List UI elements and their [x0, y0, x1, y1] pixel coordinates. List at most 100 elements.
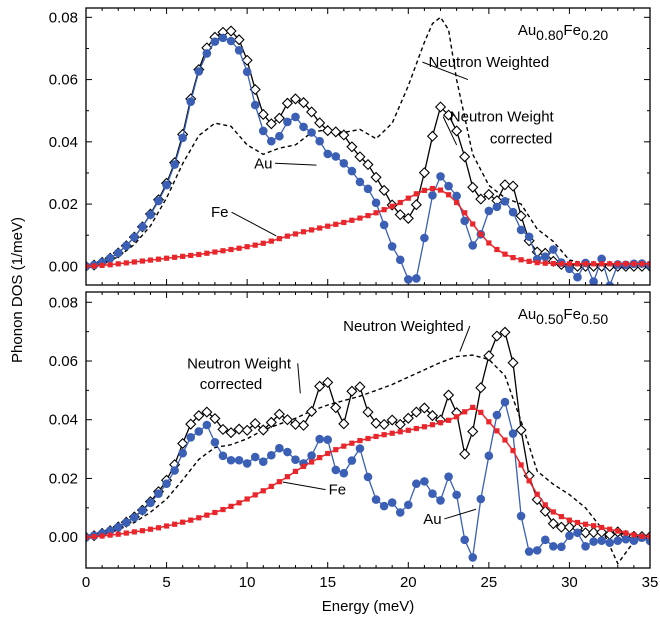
au-partial-point	[331, 465, 341, 475]
fe-partial-point	[397, 199, 403, 206]
fe-partial-point	[180, 253, 186, 259]
fe-partial-point	[429, 185, 436, 192]
au-partial-point	[428, 489, 437, 499]
au-partial-point	[371, 198, 381, 208]
neutron-weight-corrected-point	[217, 423, 229, 435]
au-partial-point	[452, 191, 461, 201]
au-partial-point	[420, 233, 429, 243]
neutron-weighted-line	[86, 16, 650, 267]
y-tick-label: 0.00	[49, 529, 78, 546]
x-tick-label: 5	[162, 574, 170, 591]
au-partial-point	[105, 253, 115, 263]
neutron-weight-corrected-point	[241, 54, 253, 66]
fe-partial-point	[333, 447, 339, 453]
au-partial-point	[162, 180, 171, 190]
fe-partial-point	[518, 462, 524, 468]
au-partial-point	[540, 252, 550, 261]
fe-partial-point	[373, 210, 379, 216]
annotation-label: Neutron Weighted	[343, 318, 464, 335]
au-partial-point	[492, 410, 502, 420]
neutron-weight-corrected-point	[193, 410, 205, 422]
annotation-label: corrected	[200, 376, 263, 393]
neutron-weight-corrected-point	[402, 412, 414, 424]
fe-partial-point	[429, 422, 436, 428]
neutron-weight-corrected-point	[515, 424, 527, 436]
au-partial-point	[291, 455, 300, 464]
au-partial-point	[460, 535, 469, 545]
fe-partial-point	[268, 483, 274, 489]
fe-partial-point	[566, 261, 573, 267]
fe-partial-point	[607, 261, 613, 267]
au-partial-point	[508, 207, 518, 217]
fe-partial-point	[502, 437, 508, 443]
neutron-weight-corrected-point	[225, 25, 237, 37]
fe-partial-point	[542, 502, 548, 508]
fe-partial-point	[542, 260, 548, 266]
fe-partial-point	[115, 261, 121, 267]
neutron-weight-corrected-point	[289, 93, 302, 105]
fe-partial-point	[204, 250, 210, 256]
au-partial-point	[597, 536, 606, 545]
au-partial-point	[275, 131, 284, 141]
fe-partial-point	[615, 528, 621, 534]
au-partial-point	[557, 542, 566, 552]
neutron-weight-corrected-point	[507, 357, 519, 369]
fe-partial-point	[550, 509, 556, 515]
au-partial-point	[436, 496, 445, 505]
fe-partial-point	[309, 459, 315, 465]
neutron-weight-corrected-point	[394, 209, 406, 221]
au-partial-point	[210, 37, 220, 46]
neutron-weight-corrected-point	[459, 151, 471, 163]
neutron-weight-corrected-point	[265, 416, 277, 428]
panel-top-au80fe20: 0.00 0.02 0.04 0.06 0.08 Neutron Weighted Neut…	[49, 7, 651, 286]
neutron-weight-corrected-point	[370, 417, 382, 429]
neutron-weight-corrected-point	[442, 109, 455, 121]
fe-partial-point	[574, 519, 581, 526]
fe-partial-point	[244, 496, 250, 502]
au-partial-point	[283, 447, 292, 457]
neutron-weight-corrected-point	[402, 212, 414, 224]
fe-partial-point	[325, 450, 331, 457]
neutron-weight-corrected-point	[426, 130, 439, 142]
au-partial-point	[516, 225, 526, 235]
au-partial-point	[146, 210, 155, 219]
neutron-weight-corrected-point	[547, 518, 559, 530]
au-partial-point	[307, 128, 316, 137]
fe-partial-point	[163, 523, 170, 529]
annotation-leader	[459, 325, 471, 352]
fe-partial-point	[131, 529, 137, 535]
neutron-weight-corrected-point	[233, 34, 245, 46]
fe-partial-point	[180, 519, 186, 525]
fe-partial-point	[284, 233, 291, 239]
fe-partial-point	[99, 262, 105, 268]
au-partial-point	[218, 33, 228, 43]
fe-partial-point	[591, 261, 597, 267]
y-tick-label: 0.04	[49, 134, 78, 151]
fe-partial-point	[349, 217, 355, 223]
au-partial-point	[484, 206, 494, 216]
au-partial-point	[436, 172, 445, 181]
fe-partial-point	[365, 435, 371, 442]
neutron-weight-corrected-point	[499, 326, 511, 338]
fe-partial-point	[558, 261, 564, 267]
fe-partial-point	[341, 219, 347, 226]
neutron-weight-corrected-point	[459, 448, 471, 460]
au-partial-point	[331, 152, 341, 161]
fe-partial-point	[413, 425, 419, 432]
au-partial-point	[565, 264, 574, 274]
x-tick-label: 30	[561, 574, 578, 591]
au-partial-point	[524, 547, 534, 556]
fe-partial-point	[292, 468, 299, 474]
fe-partial-point	[462, 210, 468, 216]
fe-partial-point	[123, 530, 129, 536]
fe-partial-point	[462, 409, 468, 415]
neutron-weight-corrected-point	[483, 188, 495, 201]
fe-partial-point	[300, 229, 307, 235]
au-partial-point	[508, 429, 518, 438]
fe-partial-point	[139, 528, 145, 534]
fe-partial-point	[599, 261, 605, 267]
au-partial-point	[130, 513, 139, 522]
au-partial-point	[476, 494, 486, 504]
au-partial-point	[379, 501, 389, 511]
